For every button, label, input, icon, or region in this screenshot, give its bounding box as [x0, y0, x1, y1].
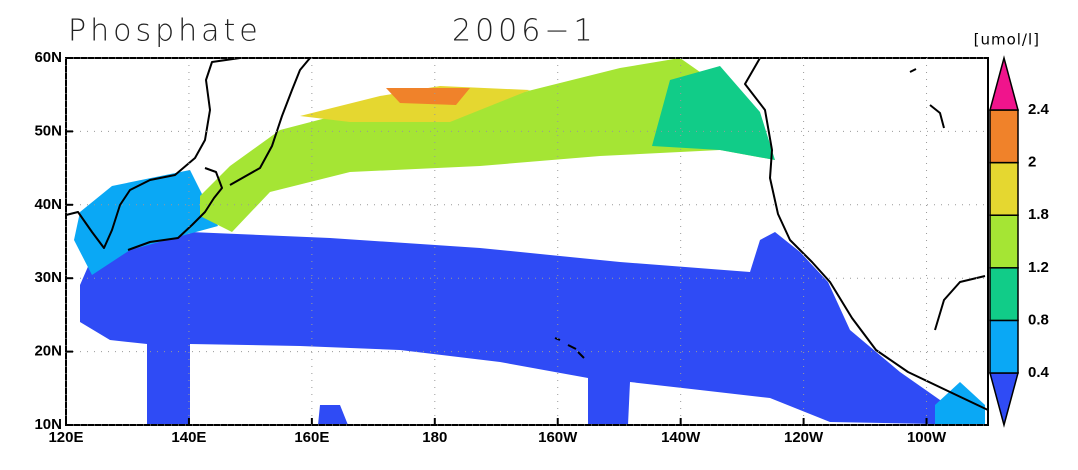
y-tick-label: 20N — [34, 343, 62, 360]
x-tick-label: 160E — [294, 429, 329, 446]
x-tick-label: 120E — [48, 429, 83, 446]
coastline-north-america — [744, 57, 989, 411]
colorbar-segment — [989, 267, 1019, 322]
y-tick-label: 50N — [34, 122, 62, 139]
low-field-patch — [318, 405, 348, 425]
x-tick-label: 120W — [784, 429, 824, 446]
colorbar-label: 1.8 — [1028, 206, 1049, 223]
mid-high-field — [200, 58, 775, 232]
unit: [umol/l] — [974, 31, 1040, 49]
mid-low-field-coast — [935, 382, 985, 425]
colorbar-segment — [989, 214, 1019, 269]
very-high-field — [386, 88, 470, 105]
colorbar-under — [989, 372, 1019, 428]
title: Phosphate — [68, 14, 262, 49]
x-tick-label: 100W — [907, 429, 947, 446]
y-tick-label: 30N — [34, 269, 62, 286]
y-tick-label: 60N — [34, 49, 62, 66]
high-field — [300, 86, 530, 122]
period: 2006−1 — [452, 14, 597, 49]
colorbar-over — [989, 55, 1019, 111]
colorbar-segment — [989, 109, 1019, 164]
mid-field — [652, 66, 775, 160]
colorbar-segment — [989, 319, 1019, 374]
mid-low-field — [74, 170, 218, 275]
x-tick-label: 140W — [661, 429, 701, 446]
y-tick-label: 40N — [34, 196, 62, 213]
low-field — [80, 232, 985, 425]
colorbar-label: 0.8 — [1028, 311, 1049, 328]
y-tick-label: 10N — [34, 416, 62, 433]
colorbar-label: 1.2 — [1028, 259, 1049, 276]
x-tick-label: 140E — [171, 429, 206, 446]
colorbar-label: 2.4 — [1028, 101, 1050, 118]
x-tick-label: 180 — [422, 429, 447, 446]
colorbar-label: 0.4 — [1028, 364, 1050, 381]
colorbar-segment — [989, 161, 1019, 216]
x-tick-label: 160W — [538, 429, 578, 446]
colorbar-label: 2 — [1028, 154, 1036, 171]
plot-area — [65, 57, 989, 426]
plot-frame — [65, 57, 989, 426]
coastline-asia — [65, 57, 311, 251]
